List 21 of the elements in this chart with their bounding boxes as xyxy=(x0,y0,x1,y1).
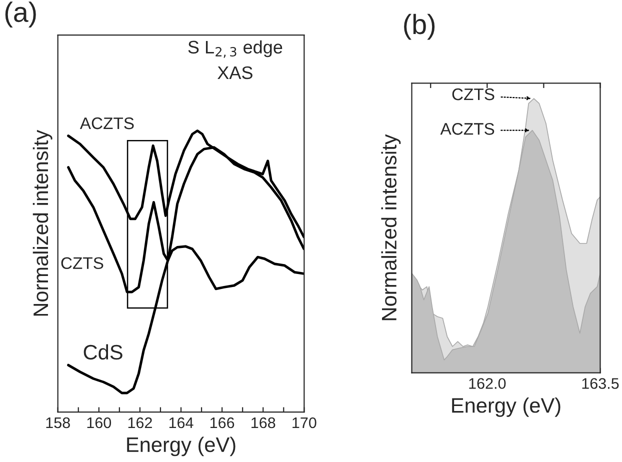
x-tick-label: 164 xyxy=(169,417,194,428)
chart-title: (b) xyxy=(404,14,435,40)
x-tick-label: 162 xyxy=(128,417,152,428)
x-axis-title: Energy (eV) xyxy=(452,397,560,417)
series-label: CdS xyxy=(84,344,122,360)
x-tick-label: 158 xyxy=(46,417,70,428)
x-tick-label: 170 xyxy=(292,417,316,428)
y-axis-title: Normalized intensity xyxy=(381,134,401,320)
x-tick-label: 163.5 xyxy=(582,378,619,389)
series-label: ACZTS xyxy=(440,123,494,135)
chart-title: (a) xyxy=(5,2,36,28)
x-tick-label: 160 xyxy=(87,417,112,428)
y-axis-title: Normalized intensity xyxy=(32,130,52,316)
x-tick-label: 168 xyxy=(252,417,276,428)
text: S L$_{2,3}$ edge XAS xyxy=(188,40,282,80)
x-axis-title: Energy (eV) xyxy=(127,436,236,456)
text: CZTS xyxy=(452,88,494,100)
x-tick-label: 162.0 xyxy=(469,378,506,389)
series-label: ACZTS xyxy=(80,117,134,130)
x-tick-label: 166 xyxy=(210,417,234,428)
series-label: CZTS xyxy=(61,257,104,270)
